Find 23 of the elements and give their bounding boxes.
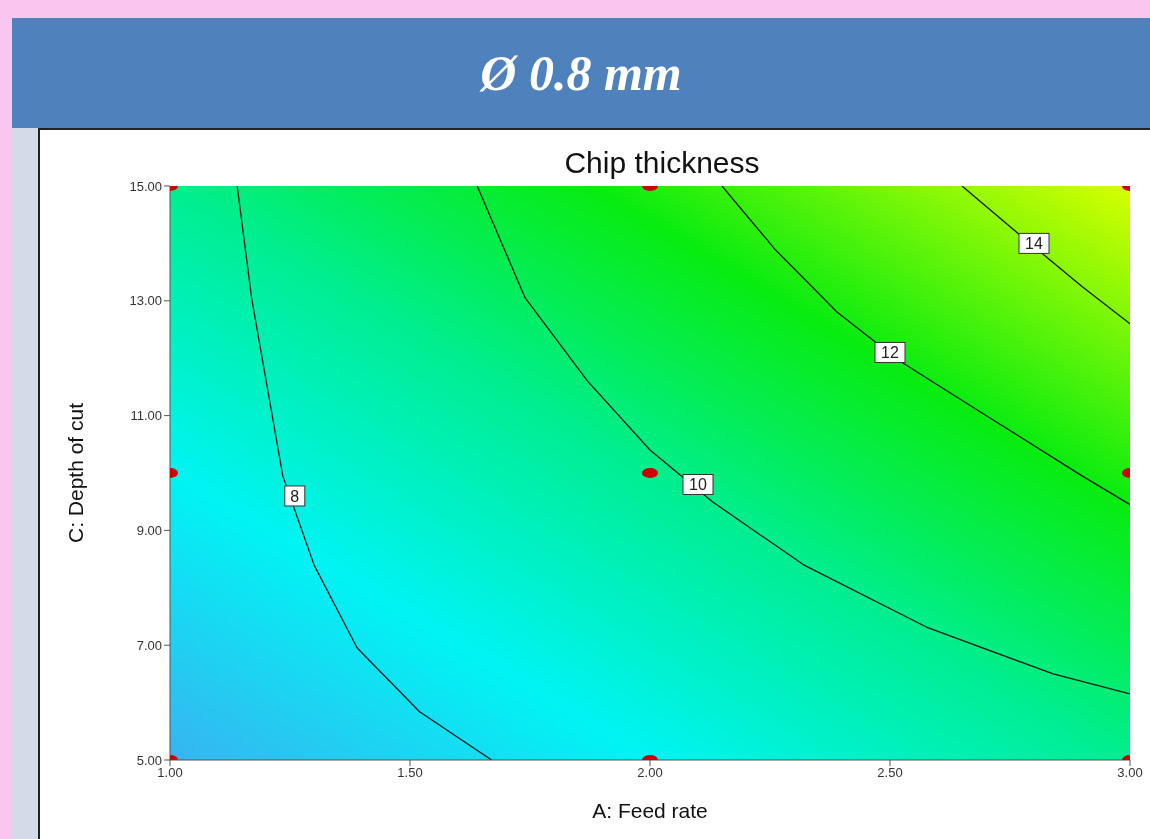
y-tick-label: 15.00 (129, 178, 162, 194)
x-tick-label: 2.50 (877, 765, 903, 781)
x-tick-label: 1.50 (397, 765, 423, 781)
line-series (476, 186, 1130, 695)
line-series (236, 186, 493, 760)
chart-title: Ø 0.8 mm (480, 44, 682, 102)
y-tick-label: 9.00 (136, 523, 162, 539)
x-tick-label: 2.00 (637, 765, 663, 781)
annotation: 12 (881, 344, 899, 362)
line-series (721, 186, 1130, 506)
y-tick-label: 11.00 (130, 408, 162, 424)
chart-subtitle: Chip thickness (563, 146, 761, 180)
x-axis-title: A: Feed rate (592, 799, 708, 822)
annotation: 10 (689, 476, 707, 494)
x-tick-label: 1.00 (157, 765, 183, 781)
annotation: 8 (290, 487, 300, 505)
y-tick-label: 5.00 (136, 752, 162, 768)
x-tick-label: 3.00 (1117, 765, 1143, 781)
line-series (961, 186, 1130, 325)
y-tick-label: 13.00 (129, 293, 162, 309)
annotation: 14 (1025, 235, 1043, 253)
y-axis-title: C: Depth of cut (64, 402, 88, 544)
y-tick-label: 7.00 (136, 637, 162, 653)
